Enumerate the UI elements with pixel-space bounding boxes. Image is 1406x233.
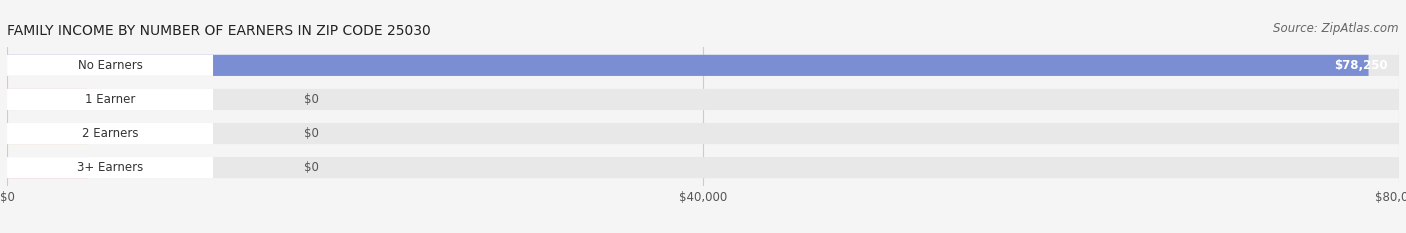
FancyBboxPatch shape [7,123,214,144]
FancyBboxPatch shape [7,89,87,110]
Text: $0: $0 [304,127,318,140]
Text: FAMILY INCOME BY NUMBER OF EARNERS IN ZIP CODE 25030: FAMILY INCOME BY NUMBER OF EARNERS IN ZI… [7,24,430,38]
FancyBboxPatch shape [7,55,1368,76]
Text: $0: $0 [304,93,318,106]
FancyBboxPatch shape [7,157,1399,178]
FancyBboxPatch shape [7,89,1399,110]
Text: 2 Earners: 2 Earners [82,127,138,140]
Text: $0: $0 [304,161,318,174]
Text: $78,250: $78,250 [1334,59,1388,72]
FancyBboxPatch shape [7,55,1399,76]
FancyBboxPatch shape [7,157,214,178]
Text: 3+ Earners: 3+ Earners [77,161,143,174]
Text: No Earners: No Earners [77,59,142,72]
FancyBboxPatch shape [7,123,1399,144]
FancyBboxPatch shape [7,89,214,110]
Text: 1 Earner: 1 Earner [84,93,135,106]
FancyBboxPatch shape [7,123,87,144]
Text: Source: ZipAtlas.com: Source: ZipAtlas.com [1274,22,1399,35]
FancyBboxPatch shape [7,55,214,76]
FancyBboxPatch shape [7,157,87,178]
